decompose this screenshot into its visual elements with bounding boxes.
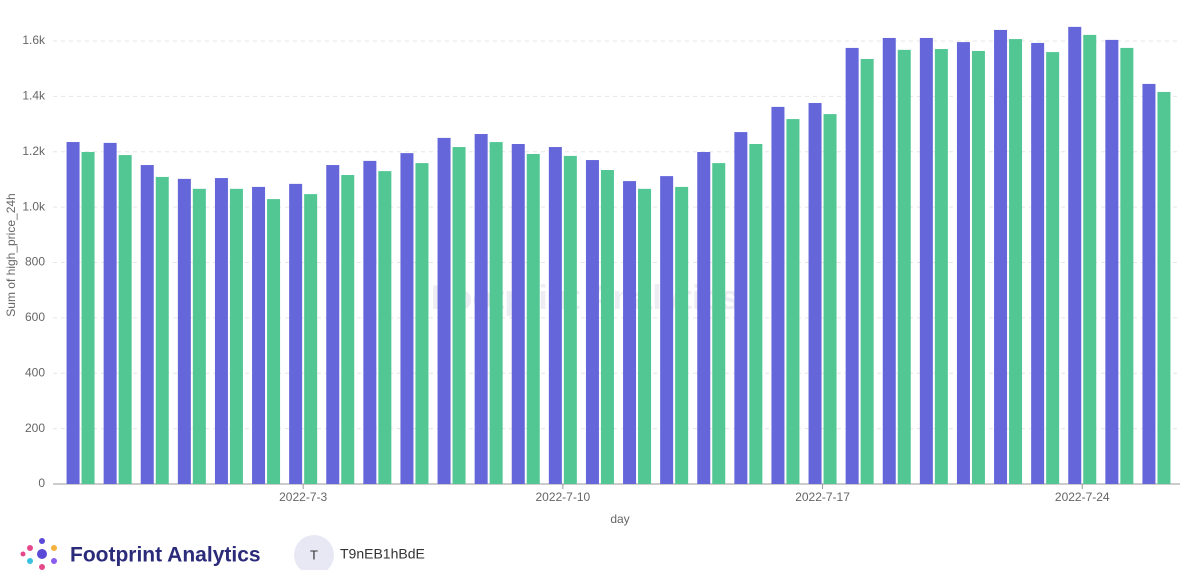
bar [1009, 39, 1023, 484]
bar [623, 181, 637, 484]
bar [489, 142, 503, 484]
x-tick-label: 2022-7-24 [1055, 490, 1110, 504]
bar [252, 186, 266, 484]
bar [845, 47, 859, 484]
footer-brand: Footprint Analytics [70, 544, 261, 567]
bar [118, 155, 132, 484]
bar [452, 147, 466, 484]
bar [1068, 26, 1082, 485]
bar [1031, 42, 1045, 485]
bar [400, 153, 414, 484]
bar [638, 188, 652, 484]
bar [971, 50, 985, 484]
bar [81, 152, 95, 485]
bar [897, 49, 911, 485]
bar [548, 147, 562, 484]
bar [563, 155, 577, 484]
y-tick-label: 600 [25, 310, 45, 324]
bar [712, 163, 726, 484]
bar [415, 163, 429, 484]
y-tick-label: 1.6k [22, 33, 46, 47]
bar [697, 152, 711, 485]
bar [155, 176, 169, 484]
avatar-letter: T [310, 547, 318, 562]
bar [229, 188, 243, 484]
bar [289, 183, 303, 484]
bar [511, 143, 525, 484]
bar [956, 42, 970, 485]
footer-logo [20, 538, 57, 570]
y-tick-label: 1.0k [22, 199, 46, 213]
bar [140, 165, 154, 485]
bar [304, 194, 318, 484]
bar [214, 178, 228, 484]
bar [177, 178, 191, 485]
bar [749, 143, 763, 484]
footer-user: T9nEB1hBdE [340, 546, 425, 562]
bar [660, 176, 674, 485]
bar [808, 103, 822, 485]
bar [823, 114, 837, 484]
x-tick-label: 2022-7-17 [795, 490, 850, 504]
bar [734, 132, 748, 485]
bar [378, 171, 392, 484]
bar [363, 160, 377, 484]
bar [786, 119, 800, 485]
x-tick-label: 2022-7-10 [535, 490, 590, 504]
bar [1120, 47, 1134, 484]
bar [66, 142, 80, 484]
bar [860, 58, 874, 484]
bar [526, 153, 540, 484]
bar [437, 137, 451, 484]
bar [1046, 52, 1060, 484]
y-tick-label: 0 [38, 476, 45, 490]
y-tick-label: 1.2k [22, 144, 46, 158]
bar [994, 29, 1008, 485]
y-tick-label: 1.4k [22, 89, 46, 103]
bar [326, 165, 340, 485]
y-axis-label: Sum of high_price_24h [4, 193, 18, 316]
bar [934, 49, 948, 485]
bar [1142, 83, 1156, 485]
bar [919, 37, 933, 484]
bar [267, 199, 281, 484]
bar [474, 134, 488, 484]
bar [771, 106, 785, 485]
avatar-circle [294, 535, 334, 570]
bar [882, 37, 896, 484]
x-axis-label: day [610, 512, 629, 526]
y-tick-label: 800 [25, 255, 45, 269]
bar [103, 142, 117, 484]
bar [1157, 91, 1171, 484]
bar [585, 160, 599, 484]
bar [341, 175, 355, 484]
y-tick-label: 400 [25, 365, 45, 379]
bar [600, 170, 614, 484]
bar [1105, 39, 1119, 484]
y-tick-label: 200 [25, 421, 45, 435]
bar [675, 186, 689, 484]
bar [1083, 34, 1097, 484]
bar [192, 188, 206, 484]
x-tick-label: 2022-7-3 [279, 490, 327, 504]
